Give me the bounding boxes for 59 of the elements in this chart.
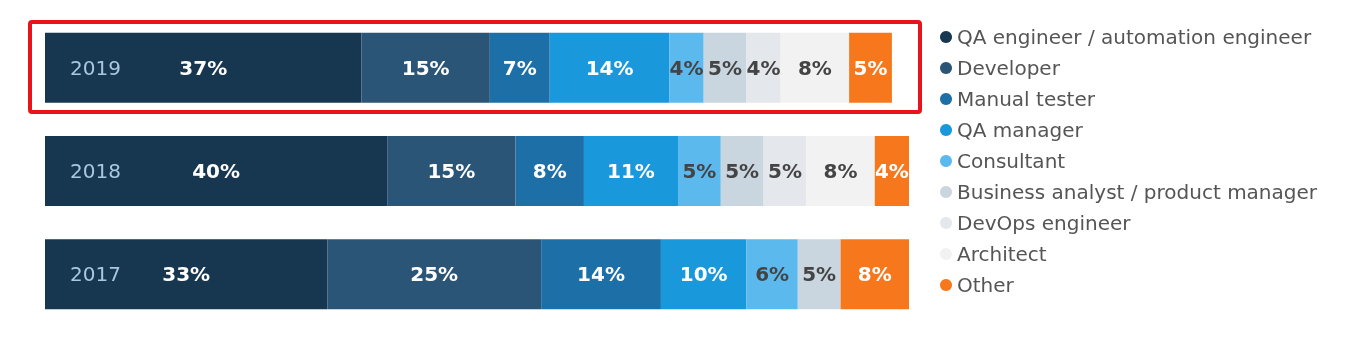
data-label: 40% xyxy=(192,159,241,183)
bar xyxy=(746,239,798,310)
bar xyxy=(515,136,584,206)
legend-label: Other xyxy=(957,273,1015,297)
bar xyxy=(327,239,542,310)
data-label: 14% xyxy=(585,55,634,80)
bar xyxy=(669,32,704,103)
data-label: 5% xyxy=(708,55,743,80)
data-label: 8% xyxy=(532,159,567,183)
legend-label: Consultant xyxy=(957,149,1066,173)
legend-label: Developer xyxy=(957,56,1061,80)
bar xyxy=(541,239,661,310)
legend-label: QA manager xyxy=(957,118,1084,142)
legend-label: Manual tester xyxy=(957,87,1096,111)
data-label: 15% xyxy=(427,159,476,183)
bar xyxy=(797,239,841,310)
bar xyxy=(806,136,875,206)
data-label: 10% xyxy=(679,262,728,287)
bar xyxy=(45,239,328,310)
bar xyxy=(489,32,550,103)
bar xyxy=(720,136,764,206)
data-label: 8% xyxy=(857,262,892,287)
data-label: 14% xyxy=(577,262,625,287)
bar xyxy=(780,32,850,103)
data-label: 25% xyxy=(410,262,459,287)
data-label: 37% xyxy=(179,55,228,80)
data-label: 5% xyxy=(767,159,802,183)
data-label: 33% xyxy=(162,262,211,287)
data-label: 15% xyxy=(401,55,450,80)
legend-label: Architect xyxy=(957,242,1047,266)
data-label: 5% xyxy=(853,55,888,80)
data-label: 7% xyxy=(502,55,537,80)
data-label: 4% xyxy=(746,55,781,80)
y-tick-label: 2018 xyxy=(70,159,121,183)
bar xyxy=(45,32,362,103)
bar xyxy=(549,32,670,103)
data-label: 8% xyxy=(797,55,832,80)
legend-label: Business analyst / product manager xyxy=(957,180,1318,204)
bar xyxy=(660,239,747,310)
bar xyxy=(361,32,490,103)
y-tick-label: 2017 xyxy=(70,262,121,287)
data-label: 8% xyxy=(823,159,858,183)
legend-label: DevOps engineer xyxy=(957,211,1132,235)
data-label: 6% xyxy=(755,262,790,287)
data-label: 5% xyxy=(802,262,837,287)
data-label: 5% xyxy=(725,159,760,183)
bar xyxy=(849,32,892,103)
bar xyxy=(45,136,388,206)
data-label: 4% xyxy=(874,159,909,183)
bar xyxy=(840,239,909,310)
data-label: 4% xyxy=(669,55,704,80)
bar xyxy=(746,32,781,103)
data-label: 11% xyxy=(607,159,655,183)
data-label: 5% xyxy=(682,159,717,183)
legend-label: QA engineer / automation engineer xyxy=(957,25,1312,49)
bar xyxy=(387,136,516,206)
bar xyxy=(583,136,679,206)
bar xyxy=(678,136,721,206)
y-tick-label: 2019 xyxy=(70,55,121,80)
